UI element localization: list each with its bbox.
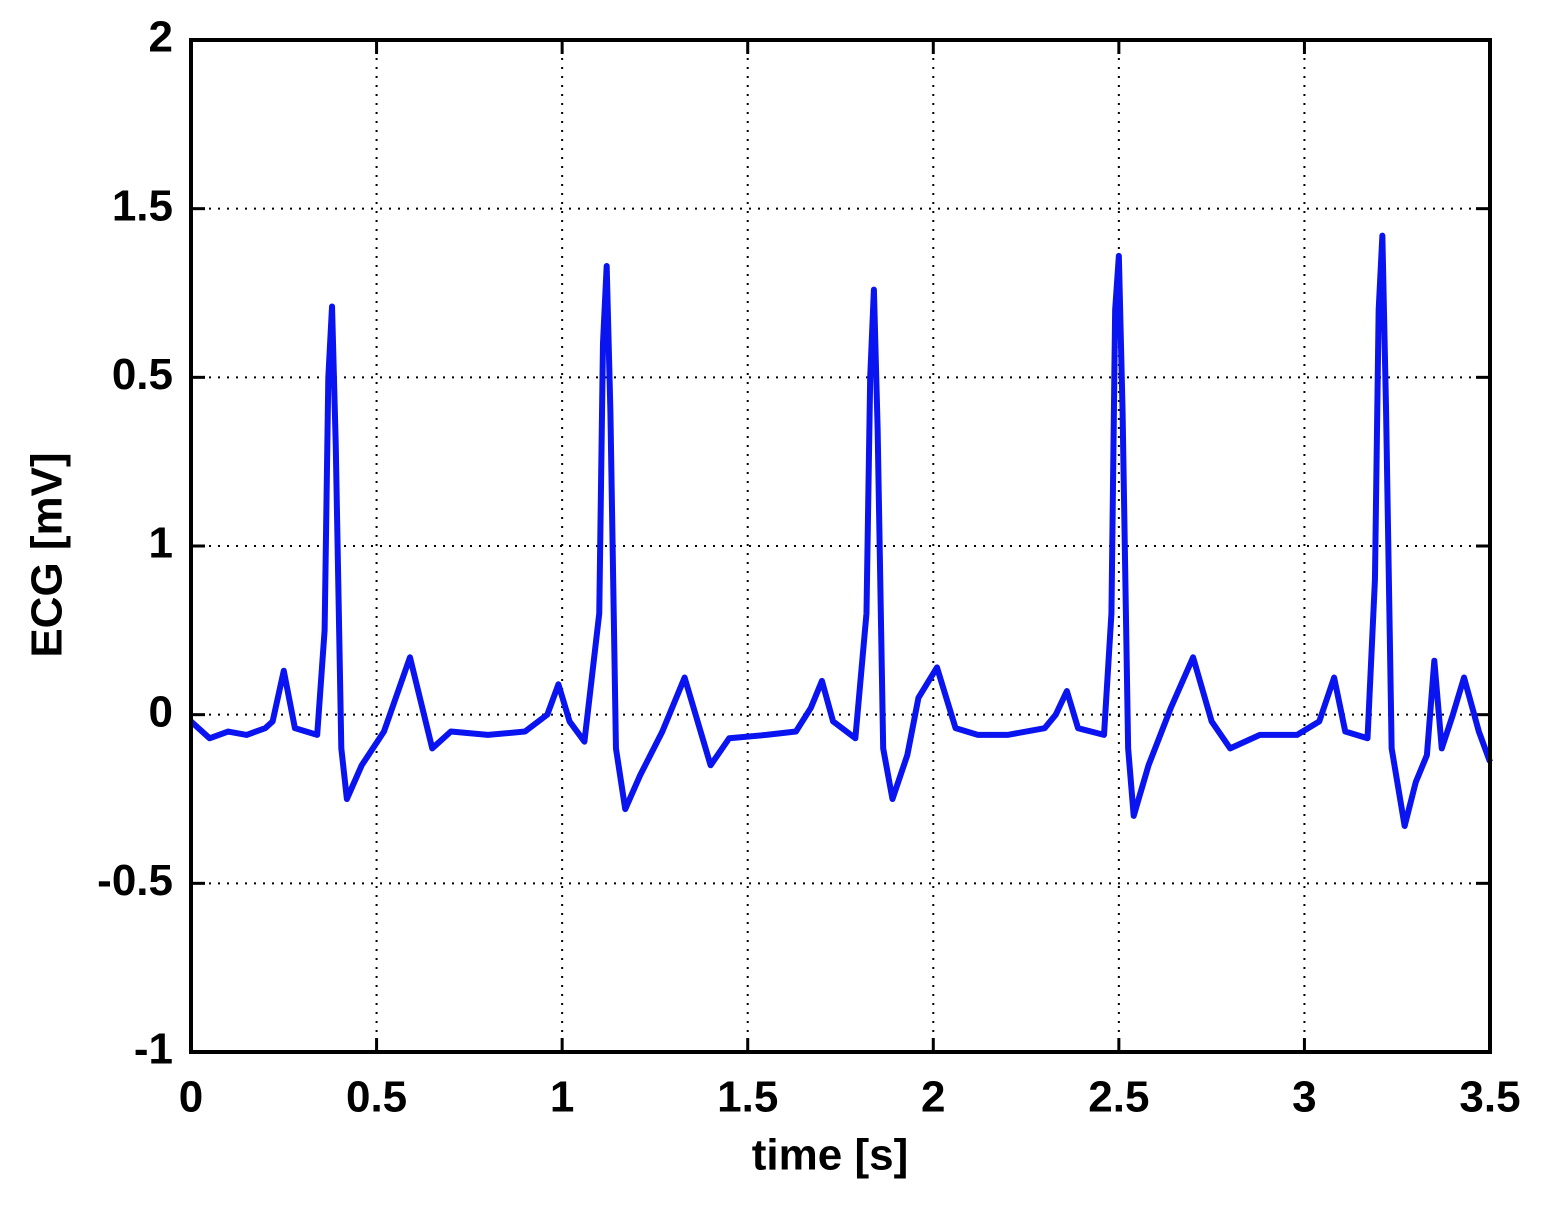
y-tick-label: 0	[149, 687, 173, 736]
y-tick-label: 1.5	[112, 181, 173, 230]
ecg-line	[188, 232, 1493, 829]
x-tick-label: 0.5	[346, 1073, 407, 1122]
y-tick-label: 0.5	[112, 350, 173, 399]
x-tick-label: 0	[179, 1073, 203, 1122]
x-tick-label: 3	[1292, 1073, 1316, 1122]
y-tick-label: 2	[149, 13, 173, 62]
x-tick-label: 1.5	[717, 1073, 778, 1122]
plot-frame	[189, 38, 1492, 1054]
x-tick-label: 1	[550, 1073, 574, 1122]
x-tick-label: 2.5	[1088, 1073, 1149, 1122]
y-axis-label: ECG [mV]	[23, 452, 72, 657]
y-tick-label: -0.5	[97, 856, 173, 905]
x-tick-label: 3.5	[1459, 1073, 1520, 1122]
x-tick-label: 2	[921, 1073, 945, 1122]
y-tick-label: -1	[134, 1025, 173, 1074]
x-axis-label: time [s]	[752, 1131, 908, 1180]
y-tick-label: 1	[149, 519, 173, 568]
